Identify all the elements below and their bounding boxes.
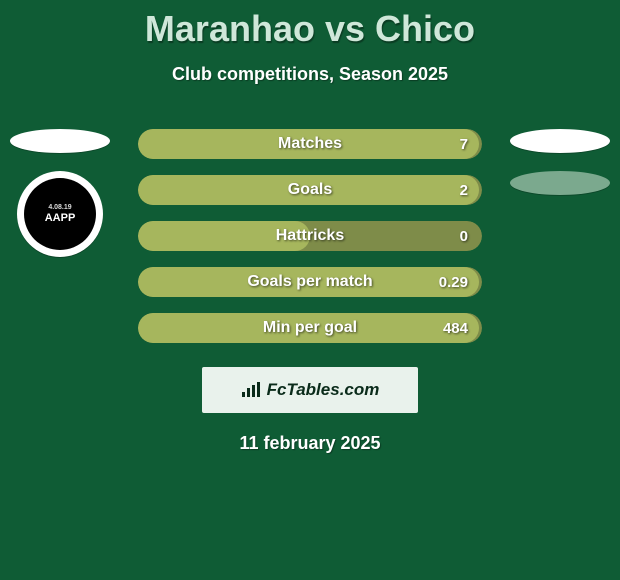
stat-label: Hattricks [138, 221, 482, 251]
logo-main: AAPP [45, 212, 76, 224]
stat-value: 0 [460, 221, 468, 251]
club-logo-inner: 4.08.19 AAPP [24, 178, 96, 250]
brand-watermark: FcTables.com [202, 367, 418, 413]
right-ellipse-1 [510, 129, 610, 153]
right-ellipse-2 [510, 171, 610, 195]
stat-value: 0.29 [439, 267, 468, 297]
comparison-card: Maranhao vs Chico Club competitions, Sea… [0, 0, 620, 580]
player2-name: Chico [375, 8, 475, 49]
stat-row: Min per goal484 [138, 313, 482, 343]
date-line: 11 february 2025 [0, 433, 620, 454]
stats-area: 4.08.19 AAPP Matches7 Goals2 Hattricks0 Goa… [0, 129, 620, 343]
right-club-column [500, 129, 620, 195]
bar-chart-icon [241, 382, 261, 398]
left-club-logo: 4.08.19 AAPP [17, 171, 103, 257]
stat-row: Goals per match0.29 [138, 267, 482, 297]
stat-value: 484 [443, 313, 468, 343]
brand-text: FcTables.com [267, 380, 380, 400]
stat-label: Matches [138, 129, 482, 159]
stat-row: Hattricks0 [138, 221, 482, 251]
left-ellipse-1 [10, 129, 110, 153]
stat-label: Goals [138, 175, 482, 205]
vs-separator: vs [325, 8, 365, 49]
stat-label: Min per goal [138, 313, 482, 343]
stat-row: Matches7 [138, 129, 482, 159]
stat-value: 7 [460, 129, 468, 159]
page-title: Maranhao vs Chico [0, 0, 620, 50]
subtitle: Club competitions, Season 2025 [0, 64, 620, 85]
stat-label: Goals per match [138, 267, 482, 297]
stat-bars: Matches7Goals2Hattricks0Goals per match0… [138, 129, 482, 343]
stat-value: 2 [460, 175, 468, 205]
logo-sub: 4.08.19 [45, 204, 76, 212]
player1-name: Maranhao [145, 8, 315, 49]
left-club-column: 4.08.19 AAPP [0, 129, 120, 257]
stat-row: Goals2 [138, 175, 482, 205]
